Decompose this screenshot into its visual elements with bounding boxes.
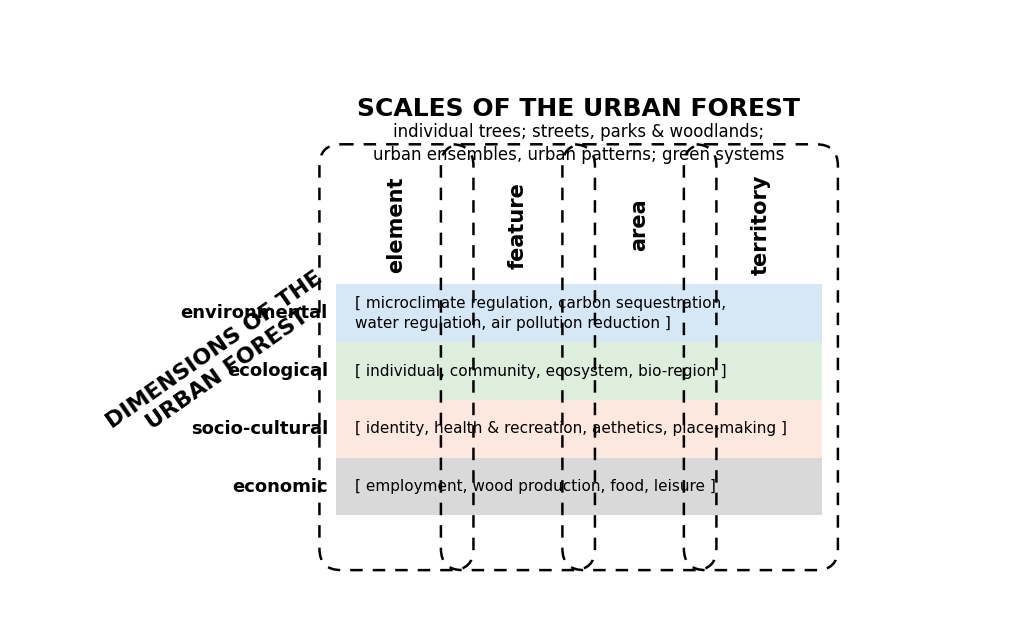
Text: individual trees; streets, parks & woodlands;
urban ensembles, urban patterns; g: individual trees; streets, parks & woodl…: [373, 122, 784, 164]
Text: territory: territory: [751, 175, 771, 276]
Text: feature: feature: [508, 182, 528, 269]
Text: area: area: [630, 199, 649, 251]
Bar: [336, 400, 821, 458]
Text: [ microclimate regulation, carbon sequestration,
water regulation, air pollution: [ microclimate regulation, carbon seques…: [354, 296, 726, 331]
Text: socio-cultural: socio-cultural: [190, 420, 328, 438]
Text: economic: economic: [232, 478, 328, 496]
Text: DIMENSIONS OF THE
URBAN FOREST: DIMENSIONS OF THE URBAN FOREST: [102, 268, 339, 452]
Bar: [336, 458, 821, 516]
Bar: [336, 284, 821, 342]
Text: SCALES OF THE URBAN FOREST: SCALES OF THE URBAN FOREST: [357, 96, 800, 121]
Text: [ employment, wood production, food, leisure ]: [ employment, wood production, food, lei…: [354, 479, 716, 494]
Text: environmental: environmental: [180, 304, 328, 322]
Text: ecological: ecological: [227, 362, 328, 380]
Bar: [336, 342, 821, 400]
Text: [ individual, community, ecosystem, bio-region ]: [ individual, community, ecosystem, bio-…: [354, 364, 726, 379]
Text: [ identity, health & recreation, aethetics, place-making ]: [ identity, health & recreation, aetheti…: [354, 421, 786, 436]
Text: element: element: [386, 177, 407, 273]
